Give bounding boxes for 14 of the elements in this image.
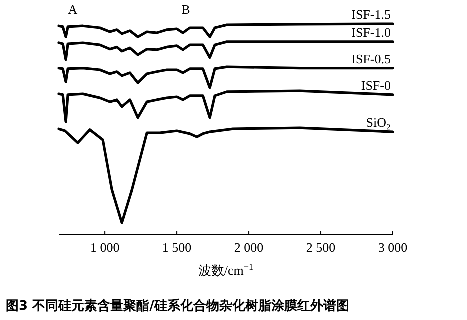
x-axis-title: 波数/cm$^{−1}$ (198, 262, 254, 278)
series-label: SiO₂ (366, 115, 391, 130)
series-label: ISF-1.5 (352, 7, 391, 22)
x-tick-label: 2 000 (234, 240, 264, 255)
x-tick-label: 2 500 (306, 240, 336, 255)
text: B (182, 2, 191, 17)
x-tick-label: 3 000 (378, 240, 408, 255)
text: 图3 不同硅元素含量聚酯/硅系化合物杂化树脂涂膜红外谱图 (6, 298, 350, 314)
text: A (68, 2, 78, 17)
series-label: ISF-1.0 (352, 24, 391, 40)
series-label: ISF-0.5 (352, 51, 391, 66)
x-tick-label: 1 500 (162, 240, 192, 255)
series-label: ISF-0 (361, 78, 391, 93)
x-tick-label: 1 000 (90, 240, 120, 255)
